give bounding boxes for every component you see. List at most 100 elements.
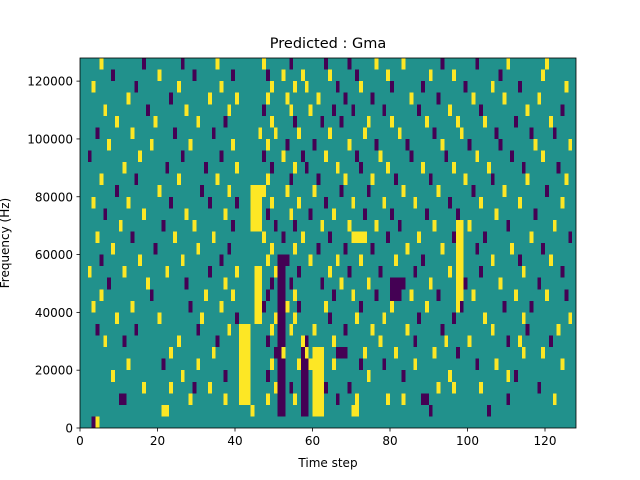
heatmap-cell <box>366 185 371 197</box>
y-axis: 0 20000 40000 60000 80000 100000 120000 <box>27 75 80 436</box>
heatmap-cell <box>231 219 235 232</box>
heatmap-cell <box>529 300 534 313</box>
heatmap-cell <box>362 347 367 359</box>
heatmap-region <box>390 277 402 301</box>
y-tick-label: 100000 <box>27 132 73 146</box>
heatmap-cell <box>207 196 212 209</box>
heatmap-cell <box>297 300 301 313</box>
heatmap-cell <box>285 92 290 105</box>
heatmap-cell <box>401 370 406 382</box>
heatmap-cell <box>525 323 530 336</box>
heatmap-cell <box>180 150 185 163</box>
heatmap-cell <box>235 196 239 209</box>
heatmap-cell <box>180 58 185 70</box>
heatmap-cell <box>390 81 394 93</box>
heatmap-cell <box>424 208 429 220</box>
heatmap-cell <box>293 115 297 128</box>
heatmap-cell <box>517 81 522 93</box>
heatmap-cell <box>99 58 104 70</box>
heatmap-cell <box>459 300 464 313</box>
heatmap-cell <box>215 58 220 70</box>
heatmap-cell <box>196 115 201 128</box>
heatmap-cell <box>382 196 387 209</box>
heatmap-cell <box>355 150 359 163</box>
heatmap-cell <box>331 358 336 371</box>
heatmap-cell <box>211 347 216 359</box>
heatmap-cell <box>118 393 123 405</box>
heatmap-cell <box>390 115 394 128</box>
heatmap-cell <box>413 358 418 371</box>
heatmap-cell <box>568 231 573 243</box>
heatmap-region <box>312 347 325 417</box>
heatmap-cell <box>374 289 379 301</box>
heatmap-cell <box>161 404 166 417</box>
heatmap-cell <box>250 404 255 417</box>
heatmap-cell <box>114 115 119 128</box>
heatmap-cell <box>169 92 173 105</box>
heatmap-cell <box>479 381 483 394</box>
heatmap-cell <box>432 219 437 232</box>
heatmap-cell <box>297 266 301 278</box>
heatmap-cell <box>142 208 146 220</box>
heatmap-cell <box>506 335 511 348</box>
heatmap-cell <box>235 162 239 174</box>
heatmap-cell <box>436 289 441 301</box>
heatmap-cell <box>266 208 270 220</box>
heatmap-cell <box>149 289 154 301</box>
heatmap-cell <box>269 115 274 128</box>
heatmap-cell <box>393 347 398 359</box>
heatmap-cell <box>521 312 526 324</box>
heatmap-cell <box>308 358 313 371</box>
heatmap-cell <box>359 81 363 93</box>
heatmap-cell <box>479 266 483 278</box>
heatmap-cell <box>273 381 278 394</box>
heatmap-cell <box>517 254 522 267</box>
heatmap-cell <box>351 196 356 209</box>
heatmap-cell <box>475 150 480 163</box>
y-tick-label: 120000 <box>27 75 73 89</box>
heatmap-cell <box>475 58 480 70</box>
heatmap-cell <box>297 358 301 371</box>
heatmap-cell <box>328 231 332 243</box>
heatmap-cell <box>231 138 235 151</box>
heatmap-cell <box>122 162 127 174</box>
heatmap-region <box>300 335 309 417</box>
heatmap-cell <box>506 58 511 70</box>
heatmap-cell <box>494 208 499 220</box>
heatmap-cell <box>134 81 139 93</box>
heatmap-cell <box>533 138 538 151</box>
heatmap-cell <box>122 393 127 405</box>
heatmap-cell <box>331 335 336 348</box>
heatmap-cell <box>564 289 569 301</box>
heatmap-cell <box>564 173 569 186</box>
heatmap-cell <box>359 162 363 174</box>
heatmap-cell <box>560 266 565 278</box>
heatmap-cell <box>335 162 340 174</box>
heatmap-cell <box>390 300 394 313</box>
heatmap-cell <box>95 231 100 243</box>
heatmap-cell <box>91 300 96 313</box>
heatmap-cell <box>316 92 321 105</box>
heatmap-cell <box>517 335 522 348</box>
heatmap-cell <box>405 323 410 336</box>
heatmap-cell <box>289 277 294 290</box>
heatmap-cell <box>211 231 216 243</box>
heatmap-cell <box>266 289 270 301</box>
heatmap-cell <box>448 266 452 278</box>
heatmap-cell <box>266 92 270 105</box>
heatmap-cell <box>467 138 472 151</box>
heatmap-cell <box>215 173 220 186</box>
x-tick-label: 80 <box>382 434 397 448</box>
heatmap-cell <box>421 393 425 405</box>
heatmap-cell <box>324 58 328 70</box>
heatmap-cell <box>471 185 476 197</box>
heatmap-cell <box>564 81 569 93</box>
heatmap-cell <box>111 370 115 382</box>
y-tick-label: 60000 <box>35 248 73 262</box>
heatmap-cell <box>452 69 456 82</box>
heatmap-cell <box>479 196 483 209</box>
heatmap-cell <box>401 58 406 70</box>
heatmap-cell <box>196 323 201 336</box>
heatmap-cell <box>289 323 294 336</box>
heatmap-cell <box>374 58 379 70</box>
